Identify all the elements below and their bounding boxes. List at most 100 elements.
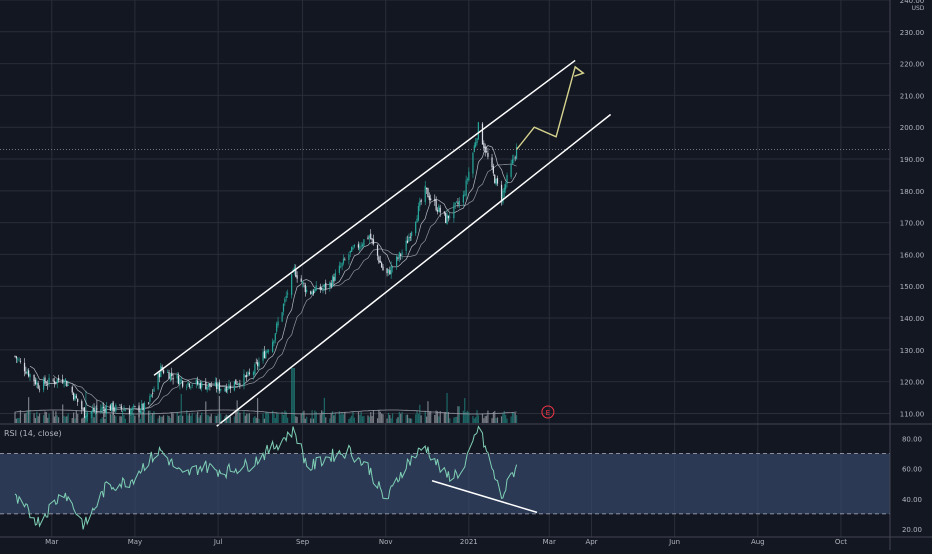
candle-body[interactable] xyxy=(226,388,229,391)
candle-body[interactable] xyxy=(56,379,58,384)
candle-body[interactable] xyxy=(301,281,304,284)
candle-body[interactable] xyxy=(391,267,394,268)
candle-body[interactable] xyxy=(500,184,503,201)
candle-body[interactable] xyxy=(205,381,207,390)
candle-body[interactable] xyxy=(207,383,210,388)
candle-body[interactable] xyxy=(34,379,37,385)
candle-body[interactable] xyxy=(360,245,362,247)
candle-body[interactable] xyxy=(325,282,327,290)
candle-body[interactable] xyxy=(216,382,218,389)
candle-body[interactable] xyxy=(109,405,112,411)
candle-body[interactable] xyxy=(370,233,372,240)
candle-body[interactable] xyxy=(102,406,105,408)
candle-body[interactable] xyxy=(172,377,174,380)
candle-body[interactable] xyxy=(258,361,260,367)
candle-body[interactable] xyxy=(515,146,518,160)
candle-body[interactable] xyxy=(473,145,475,153)
candle-body[interactable] xyxy=(511,159,514,164)
candle-body[interactable] xyxy=(475,142,477,147)
candle-body[interactable] xyxy=(277,321,279,326)
candle-body[interactable] xyxy=(160,365,162,377)
candle-body[interactable] xyxy=(224,388,226,391)
candle-body[interactable] xyxy=(262,352,264,361)
candle-body[interactable] xyxy=(310,291,312,294)
candle-body[interactable] xyxy=(483,143,485,149)
candle-body[interactable] xyxy=(171,372,173,376)
candle-body[interactable] xyxy=(340,266,342,268)
candle-body[interactable] xyxy=(409,236,411,238)
candle-body[interactable] xyxy=(329,282,331,288)
candle-body[interactable] xyxy=(271,341,274,352)
candle-body[interactable] xyxy=(14,355,16,357)
candle-body[interactable] xyxy=(218,382,221,391)
candle-body[interactable] xyxy=(72,393,75,400)
candle-body[interactable] xyxy=(33,374,35,382)
candle-body[interactable] xyxy=(74,394,76,401)
candle-body[interactable] xyxy=(267,350,270,352)
candle-body[interactable] xyxy=(180,379,182,381)
candle-body[interactable] xyxy=(252,372,255,376)
annotations[interactable]: E xyxy=(0,59,890,427)
candle-body[interactable] xyxy=(321,288,323,290)
candle-body[interactable] xyxy=(379,260,381,263)
candle-body[interactable] xyxy=(333,276,335,282)
candle-body[interactable] xyxy=(209,383,211,387)
candle-body[interactable] xyxy=(201,381,203,388)
candle-body[interactable] xyxy=(363,239,365,246)
candle-body[interactable] xyxy=(378,256,380,263)
candle-body[interactable] xyxy=(176,374,178,379)
candle-body[interactable] xyxy=(26,372,28,374)
candle-body[interactable] xyxy=(228,384,230,390)
candle-body[interactable] xyxy=(75,395,77,399)
candle-body[interactable] xyxy=(397,257,399,259)
candle-body[interactable] xyxy=(496,178,499,184)
candle-body[interactable] xyxy=(381,262,383,268)
candle-body[interactable] xyxy=(458,201,460,205)
candle-body[interactable] xyxy=(331,276,334,287)
candle-body[interactable] xyxy=(439,207,441,213)
candle-body[interactable] xyxy=(265,351,267,359)
candle-body[interactable] xyxy=(77,398,79,403)
candle-body[interactable] xyxy=(447,215,450,219)
candle-body[interactable] xyxy=(53,381,56,384)
candle-body[interactable] xyxy=(47,384,49,386)
candle-body[interactable] xyxy=(168,372,170,379)
candle-body[interactable] xyxy=(256,362,259,366)
candle-body[interactable] xyxy=(64,379,67,382)
candle-body[interactable] xyxy=(220,389,222,391)
candle-body[interactable] xyxy=(244,375,246,377)
candle-body[interactable] xyxy=(247,371,249,376)
candle-body[interactable] xyxy=(143,402,146,410)
candle-body[interactable] xyxy=(387,269,390,273)
candle-body[interactable] xyxy=(291,274,293,296)
candle-body[interactable] xyxy=(139,410,141,413)
candle-body[interactable] xyxy=(430,198,432,200)
candle-body[interactable] xyxy=(186,386,188,388)
rsi-divergence-line[interactable] xyxy=(431,480,538,514)
candle-body[interactable] xyxy=(419,201,421,207)
candle-body[interactable] xyxy=(120,405,122,410)
candle-body[interactable] xyxy=(293,267,296,271)
candle-body[interactable] xyxy=(472,152,474,174)
candle-body[interactable] xyxy=(410,232,413,237)
candle-body[interactable] xyxy=(494,174,496,184)
candle-body[interactable] xyxy=(322,287,324,290)
candle-body[interactable] xyxy=(282,303,285,312)
candle-body[interactable] xyxy=(368,235,370,239)
candle-body[interactable] xyxy=(304,284,306,293)
candle-body[interactable] xyxy=(481,123,484,145)
candle-body[interactable] xyxy=(284,298,286,303)
candle-body[interactable] xyxy=(438,205,440,212)
candle-body[interactable] xyxy=(188,383,191,387)
candle-body[interactable] xyxy=(406,240,409,244)
candle-body[interactable] xyxy=(198,383,200,385)
candle-body[interactable] xyxy=(401,252,403,255)
candle-body[interactable] xyxy=(449,216,451,218)
channel-lower-line[interactable] xyxy=(216,113,612,427)
candle-body[interactable] xyxy=(445,213,447,223)
candle-body[interactable] xyxy=(101,406,103,410)
candle-body[interactable] xyxy=(169,373,171,381)
candle-body[interactable] xyxy=(57,377,60,381)
